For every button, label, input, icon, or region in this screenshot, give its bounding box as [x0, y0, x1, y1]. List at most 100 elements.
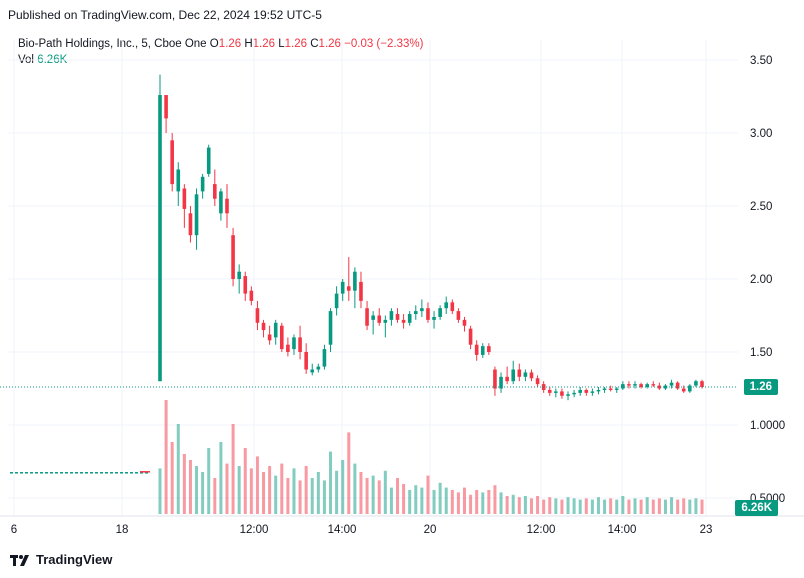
candle-body — [657, 385, 662, 389]
volume-bar — [487, 490, 491, 514]
volume-bar — [432, 490, 436, 514]
low-value: 1.26 — [284, 38, 308, 50]
candle-body — [310, 369, 315, 373]
x-tick-label: 6 — [11, 524, 17, 536]
volume-bar — [402, 484, 406, 514]
close-value: 1.26 — [318, 38, 341, 50]
volume-bar — [560, 499, 564, 514]
volume-bar — [676, 499, 680, 514]
volume-bar — [304, 466, 308, 514]
y-tick-label: 2.50 — [750, 201, 772, 213]
x-tick-label: 18 — [116, 524, 129, 536]
volume-bar — [408, 490, 412, 514]
candle-body — [255, 308, 260, 323]
candle-body — [353, 271, 357, 291]
volume-bar — [542, 499, 546, 514]
candle-body — [413, 311, 418, 315]
candle-body — [371, 315, 375, 320]
candle-body — [316, 366, 321, 370]
candle-body — [279, 325, 284, 350]
candle-body — [639, 384, 643, 388]
high-label: H — [244, 38, 253, 50]
candle-body — [346, 286, 351, 291]
volume-bar — [243, 448, 247, 514]
volume-bar — [590, 499, 594, 514]
volume-bar — [365, 478, 369, 514]
candle-body — [286, 344, 290, 352]
volume-bar — [493, 485, 497, 514]
candle-body — [389, 311, 394, 320]
candle-body — [523, 372, 528, 377]
candle-body — [572, 392, 576, 395]
volume-bar — [231, 424, 235, 514]
last-volume-badge: 6.26K — [735, 500, 778, 516]
volume-bar — [444, 487, 448, 514]
volume-bar — [341, 460, 345, 514]
candle-body — [334, 293, 339, 309]
candle-body — [213, 184, 217, 199]
candle-body — [401, 319, 406, 323]
volume-bar — [329, 451, 333, 514]
x-tick-label: 12:00 — [527, 524, 556, 536]
candle-body — [206, 147, 211, 174]
volume-bar — [280, 463, 284, 514]
volume-bar — [322, 480, 326, 514]
candle-body — [547, 389, 552, 393]
volume-bar — [688, 499, 692, 514]
y-tick-label: 3.00 — [750, 128, 772, 140]
candle-body — [273, 322, 278, 338]
candle-body — [359, 281, 363, 301]
y-tick-label: 1.50 — [750, 347, 772, 359]
chart-legend: Bio-Path Holdings, Inc., 5, Cboe One O1.… — [18, 36, 423, 68]
candle-body — [231, 235, 235, 279]
volume-bar — [657, 498, 661, 514]
candle-body — [188, 213, 193, 236]
candle-body — [529, 372, 534, 379]
candle-body — [225, 198, 229, 214]
volume-bar — [316, 472, 320, 514]
volume-bar — [670, 497, 674, 514]
x-tick-label: 12:00 — [240, 524, 269, 536]
volume-bar — [207, 448, 211, 514]
last-price-badge: 1.26 — [743, 379, 778, 395]
volume-bar — [377, 480, 381, 514]
candle-body — [694, 381, 698, 386]
volume-bar — [164, 400, 168, 514]
volume-bar — [310, 478, 314, 514]
volume-bar — [383, 470, 387, 514]
candle-body — [535, 378, 540, 385]
brand-name: TradingView — [36, 552, 113, 567]
candle-body — [633, 384, 637, 386]
candle-body — [554, 391, 558, 393]
candle-body — [292, 337, 296, 350]
volume-bar — [389, 487, 393, 514]
volume-bar — [548, 497, 552, 514]
candle-body — [450, 302, 455, 312]
candle-body — [487, 346, 491, 352]
volume-bar — [615, 499, 619, 514]
volume-bar — [201, 472, 205, 514]
volume-bar — [225, 463, 229, 514]
volume-bar — [523, 496, 527, 514]
volume-bar — [682, 498, 686, 514]
candle-body — [432, 316, 436, 320]
x-tick-label: 14:00 — [608, 524, 637, 536]
candle-body — [304, 352, 308, 370]
tradingview-footer[interactable]: TradingView — [10, 552, 112, 567]
x-tick-label: 14:00 — [328, 524, 357, 536]
candle-body — [700, 381, 704, 388]
x-tick-label: 23 — [700, 524, 713, 536]
candle-body — [219, 191, 223, 214]
published-caption: Published on TradingView.com, Dec 22, 20… — [8, 8, 322, 22]
volume-bar — [469, 494, 473, 514]
volume-bar — [219, 442, 223, 514]
symbol-title[interactable]: Bio-Path Holdings, Inc., 5, Cboe One — [18, 38, 207, 50]
candle-body — [669, 382, 674, 386]
candle-body — [298, 337, 302, 352]
volume-bar — [621, 496, 625, 514]
volume-bar — [499, 492, 503, 514]
candle-body — [243, 276, 248, 294]
candle-body — [584, 389, 589, 393]
candle-body — [420, 308, 424, 312]
